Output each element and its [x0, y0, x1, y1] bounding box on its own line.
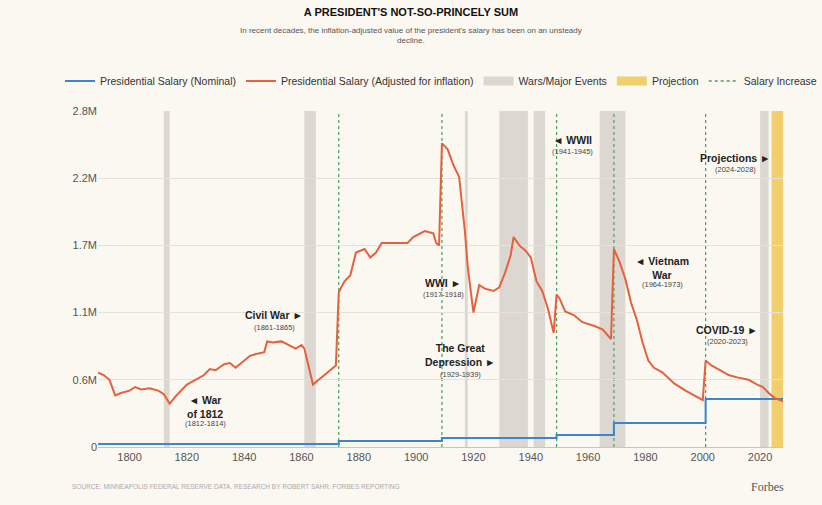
- svg-text:(1812-1814): (1812-1814): [185, 419, 226, 428]
- svg-text:0: 0: [91, 441, 97, 453]
- svg-text:SOURCE: MINNEAPOLIS FEDERAL RE: SOURCE: MINNEAPOLIS FEDERAL RESERVE DATA…: [72, 483, 400, 490]
- svg-text:1860: 1860: [289, 451, 313, 463]
- svg-text:Presidential Salary (Adjusted: Presidential Salary (Adjusted for inflat…: [281, 75, 474, 87]
- svg-text:1880: 1880: [347, 451, 371, 463]
- svg-text:COVID-19 ►: COVID-19 ►: [696, 324, 758, 336]
- svg-text:(1917-1918): (1917-1918): [423, 290, 464, 299]
- svg-text:Forbes: Forbes: [751, 480, 784, 494]
- svg-text:1.1M: 1.1M: [73, 306, 97, 318]
- svg-text:Projection: Projection: [652, 75, 699, 87]
- svg-text:1960: 1960: [576, 451, 600, 463]
- svg-text:1.7M: 1.7M: [73, 239, 97, 251]
- svg-text:1940: 1940: [519, 451, 543, 463]
- svg-text:The GreatDepression ►: The GreatDepression ►: [425, 342, 496, 368]
- svg-text:2.8M: 2.8M: [73, 105, 97, 117]
- svg-text:1920: 1920: [461, 451, 485, 463]
- svg-text:Presidential Salary (Nominal): Presidential Salary (Nominal): [100, 75, 236, 87]
- svg-text:1900: 1900: [404, 451, 428, 463]
- svg-text:Salary Increase: Salary Increase: [744, 75, 817, 87]
- svg-text:(2020-2023): (2020-2023): [707, 337, 748, 346]
- svg-text:2000: 2000: [691, 451, 715, 463]
- svg-text:(1941-1945): (1941-1945): [552, 147, 593, 156]
- svg-text:WWI ►: WWI ►: [425, 277, 461, 289]
- svg-text:2020: 2020: [748, 451, 772, 463]
- svg-text:1820: 1820: [175, 451, 199, 463]
- svg-text:1980: 1980: [633, 451, 657, 463]
- svg-text:1840: 1840: [232, 451, 256, 463]
- svg-text:Wars/Major Events: Wars/Major Events: [519, 75, 607, 87]
- svg-text:2.2M: 2.2M: [73, 172, 97, 184]
- svg-text:(1964-1973): (1964-1973): [642, 280, 683, 289]
- svg-text:A PRESIDENT'S NOT-SO-PRINCELY: A PRESIDENT'S NOT-SO-PRINCELY SUM: [304, 6, 518, 18]
- svg-text:0.6M: 0.6M: [73, 374, 97, 386]
- svg-text:◄ WWII: ◄ WWII: [553, 134, 592, 146]
- svg-text:(2024-2028): (2024-2028): [715, 165, 756, 174]
- svg-text:(1929-1939): (1929-1939): [440, 370, 481, 379]
- svg-text:(1861-1865): (1861-1865): [254, 323, 295, 332]
- svg-text:In recent decades, the inflati: In recent decades, the inflation-adjuste…: [240, 26, 582, 45]
- svg-text:◄ VietnamWar: ◄ VietnamWar: [635, 255, 689, 281]
- svg-text:1800: 1800: [117, 451, 141, 463]
- svg-text:Projections ►: Projections ►: [700, 152, 771, 164]
- svg-text:◄ Warof 1812: ◄ Warof 1812: [187, 394, 223, 420]
- svg-text:Civil War ►: Civil War ►: [245, 309, 303, 321]
